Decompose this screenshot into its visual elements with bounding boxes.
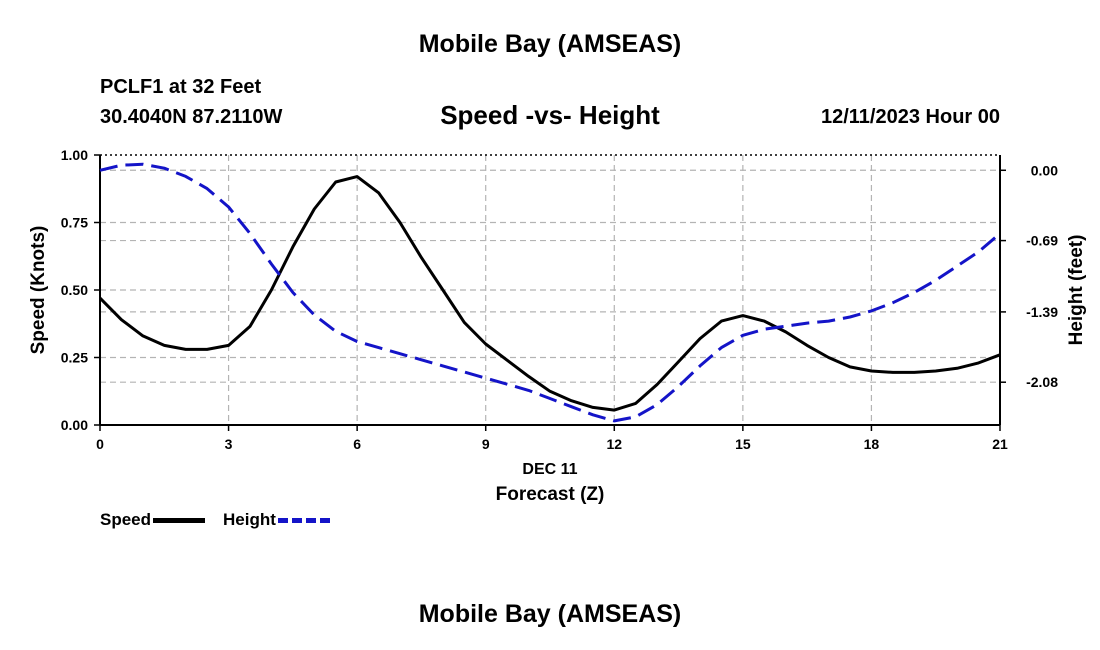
chart-series	[98, 162, 1001, 423]
x-tick-label: 9	[482, 436, 490, 452]
series-speed-line	[98, 175, 1001, 412]
chart-axes	[94, 154, 1006, 431]
chart-main-title: Mobile Bay (AMSEAS)	[418, 30, 682, 58]
grid-lines	[100, 155, 1000, 425]
second-chart-title: Mobile Bay (AMSEAS)	[418, 600, 682, 628]
x-tick-label: 6	[353, 436, 361, 452]
chart-subtitle: Speed -vs- Height	[440, 100, 660, 130]
y-left-tick-label: 0.75	[61, 215, 88, 231]
x-tick-label: 12	[606, 436, 622, 452]
x-axis-label: Forecast (Z)	[496, 484, 605, 505]
y-axis-left-label: Speed (Knots)	[28, 226, 49, 355]
station-label: PCLF1 at 32 Feet	[100, 76, 262, 98]
y-right-tick-label: -1.39	[1026, 304, 1058, 320]
legend-height-label: Height	[223, 510, 276, 529]
x-tick-label: 21	[992, 436, 1008, 452]
x-tick-label: 18	[864, 436, 880, 452]
legend-speed-label: Speed	[100, 510, 152, 529]
y-left-tick-label: 0.25	[61, 350, 88, 366]
x-tick-label: 0	[96, 436, 104, 452]
series-height-line	[99, 162, 1001, 423]
y-axis-right-label: Height (feet)	[1066, 235, 1087, 346]
y-right-tick-label: -2.08	[1026, 374, 1058, 390]
legend-speed: Speed	[100, 510, 206, 530]
x-tick-label: 3	[225, 436, 233, 452]
legend-height: Height	[223, 510, 330, 530]
forecast-datetime: 12/11/2023 Hour 00	[820, 106, 1000, 128]
y-left-tick-label: 0.00	[61, 417, 88, 433]
tick-labels: 0 3 6 9 12 15 18 21 0.00 0.25 0.50 0.75 1.00 0.00 -0.6…	[61, 147, 1058, 452]
y-left-tick-label: 0.50	[61, 282, 88, 298]
x-tick-label: 15	[735, 436, 751, 452]
chart-legend: Speed Height	[100, 508, 348, 532]
station-coordinates: 30.4040N 87.2110W	[100, 106, 283, 128]
y-right-tick-label: 0.00	[1031, 162, 1058, 178]
x-axis-date-label: DEC 11	[522, 461, 577, 478]
y-left-tick-label: 1.00	[61, 147, 88, 163]
legend-height-swatch	[277, 517, 330, 523]
legend-speed-swatch	[153, 517, 206, 523]
y-right-tick-label: -0.69	[1026, 233, 1058, 249]
